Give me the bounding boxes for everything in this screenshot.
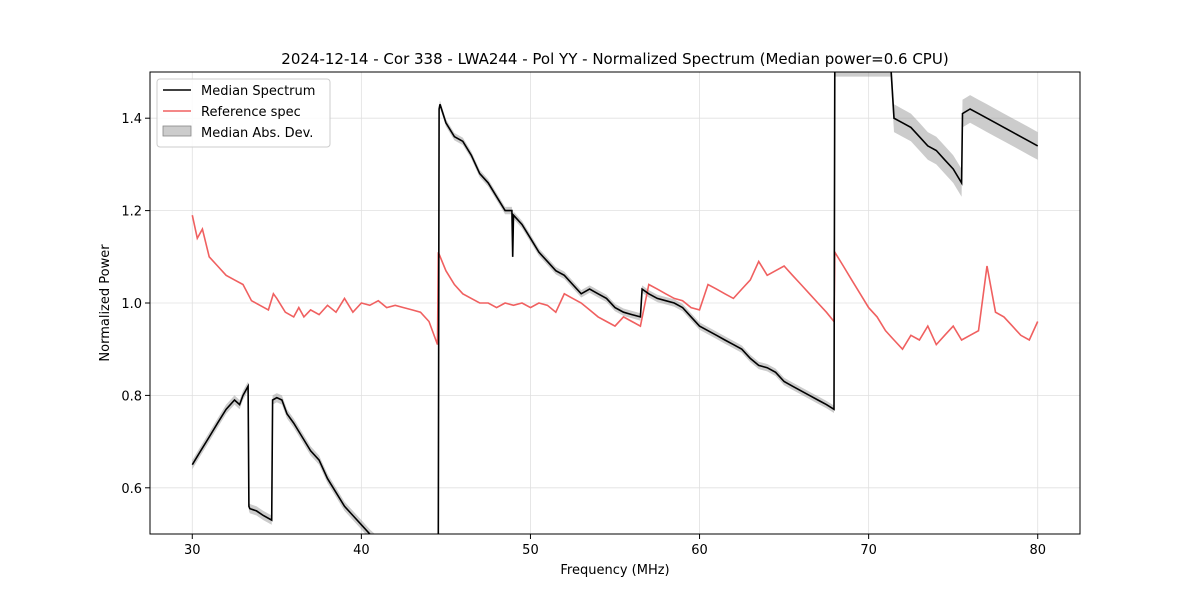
legend-mad-label: Median Abs. Dev. [201, 126, 313, 141]
x-tick-label: 60 [691, 543, 708, 558]
x-tick-label: 30 [184, 543, 201, 558]
chart-title: 2024-12-14 - Cor 338 - LWA244 - Pol YY -… [281, 50, 948, 68]
legend-box [156, 78, 331, 148]
x-axis: 30 40 50 60 70 80 [184, 534, 1046, 558]
y-axis-label: Normalized Power [98, 244, 113, 362]
legend-reference-label: Reference spec [201, 105, 301, 120]
legend: Median Spectrum Reference spec Median Ab… [156, 78, 331, 148]
y-tick-label: 1.2 [121, 205, 142, 220]
x-tick-label: 70 [860, 543, 877, 558]
median-spectrum-line [191, 72, 1039, 534]
x-axis-label: Frequency (MHz) [560, 563, 669, 578]
y-tick-label: 1.0 [121, 297, 142, 312]
y-tick-label: 0.6 [121, 482, 142, 497]
y-tick-label: 0.8 [121, 389, 142, 404]
legend-median-label: Median Spectrum [201, 84, 315, 99]
legend-mad-swatch [162, 125, 192, 137]
plot-area [191, 72, 1039, 534]
x-tick-label: 40 [353, 543, 370, 558]
x-tick-label: 80 [1029, 543, 1046, 558]
x-tick-label: 50 [522, 543, 539, 558]
y-tick-label: 1.4 [121, 112, 142, 127]
reference-spectrum-line [191, 215, 1039, 351]
y-axis: 0.6 0.8 1.0 1.2 1.4 [121, 112, 150, 497]
